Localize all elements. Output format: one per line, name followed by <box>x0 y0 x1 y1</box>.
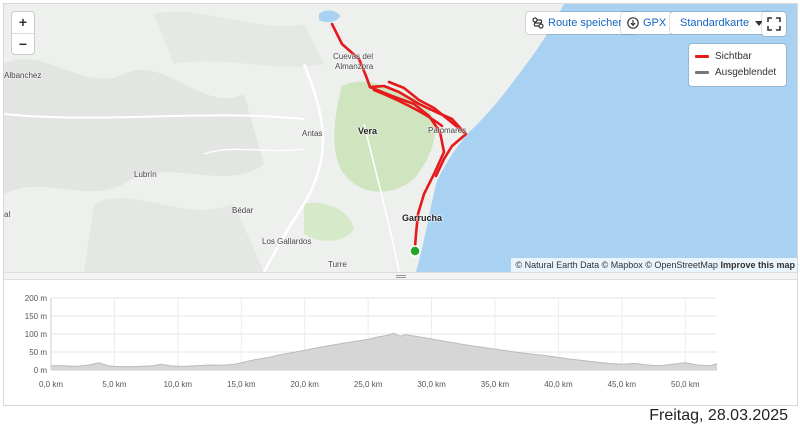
y-tick-label: 50 m <box>29 348 47 357</box>
fullscreen-button[interactable] <box>762 12 786 36</box>
legend-label-hidden: Ausgeblendet <box>715 66 777 78</box>
x-tick-label: 45,0 km <box>608 380 637 389</box>
route-viewer: Cuevas del Almanzora Vera Antas Palomare… <box>3 3 798 406</box>
x-tick-label: 40,0 km <box>544 380 573 389</box>
improve-map-link[interactable]: Improve this map <box>720 260 795 270</box>
map-view[interactable]: Cuevas del Almanzora Vera Antas Palomare… <box>4 4 797 272</box>
grip-icon <box>396 275 406 278</box>
x-axis: 0,0 km 5,0 km 10,0 km 15,0 km 20,0 km 25,0 km… <box>39 380 700 389</box>
place-label-edge: al <box>4 210 11 219</box>
download-icon <box>627 17 639 29</box>
place-label-albanchez: Albanchez <box>4 71 42 80</box>
x-tick-label: 35,0 km <box>481 380 510 389</box>
map-attribution: © Natural Earth Data © Mapbox © OpenStre… <box>511 258 797 272</box>
route-legend: Sichtbar Ausgeblendet <box>689 44 786 86</box>
legend-swatch-visible <box>695 54 709 58</box>
place-label-antas: Antas <box>302 129 323 138</box>
legend-swatch-hidden <box>695 70 709 74</box>
place-label-palomares: Palomares <box>428 126 467 135</box>
save-route-button[interactable]: Route speichern <box>526 12 636 34</box>
route-icon <box>532 17 544 29</box>
y-tick-label: 150 m <box>25 312 48 321</box>
legend-label-visible: Sichtbar <box>715 50 752 62</box>
map-style-select[interactable]: Standardkarte <box>670 12 774 34</box>
x-tick-label: 30,0 km <box>417 380 446 389</box>
legend-item-hidden[interactable]: Ausgeblendet <box>695 64 780 80</box>
chevron-down-icon <box>755 20 764 26</box>
place-label-almanzora: Almanzora <box>335 62 374 71</box>
x-tick-label: 10,0 km <box>164 380 193 389</box>
place-label-bedar: Bédar <box>232 206 254 215</box>
panel-resize-handle[interactable] <box>4 272 797 280</box>
map-canvas <box>4 4 797 272</box>
x-tick-label: 5,0 km <box>102 380 126 389</box>
save-route-label: Route speichern <box>548 17 629 29</box>
y-tick-label: 0 m <box>34 366 48 375</box>
place-label-vera: Vera <box>358 126 378 136</box>
place-label-cuevas: Cuevas del <box>333 52 374 61</box>
date-caption: Freitag, 28.03.2025 <box>649 407 788 424</box>
x-tick-label: 20,0 km <box>290 380 319 389</box>
x-tick-label: 25,0 km <box>354 380 383 389</box>
place-label-garrucha: Garrucha <box>402 213 443 223</box>
legend-item-visible[interactable]: Sichtbar <box>695 48 780 64</box>
place-label-turre: Turre <box>328 260 347 269</box>
x-tick-label: 15,0 km <box>227 380 256 389</box>
zoom-control: + − <box>12 12 34 54</box>
fullscreen-icon <box>767 17 781 31</box>
attribution-text: © Natural Earth Data © Mapbox © OpenStre… <box>515 260 718 270</box>
elevation-line <box>51 332 718 368</box>
y-axis: 0 m 50 m 100 m 150 m 200 m <box>25 294 48 375</box>
y-tick-label: 200 m <box>25 294 48 303</box>
elevation-area <box>51 333 717 370</box>
map-style-label: Standardkarte <box>680 17 750 29</box>
elevation-chart: 0 m 50 m 100 m 150 m 200 m 0,0 km 5,0 km 10,0 … <box>25 294 718 389</box>
gpx-label: GPX <box>643 17 667 29</box>
start-marker[interactable] <box>409 245 421 257</box>
place-label-los-gallardos: Los Gallardos <box>262 237 312 246</box>
zoom-out-button[interactable]: − <box>12 33 34 54</box>
y-tick-label: 100 m <box>25 330 48 339</box>
x-tick-label: 50,0 km <box>671 380 700 389</box>
zoom-in-button[interactable]: + <box>18 14 28 30</box>
x-tick-label: 0,0 km <box>39 380 63 389</box>
place-label-lubrin: Lubrín <box>134 170 157 179</box>
route-track <box>330 22 468 249</box>
gpx-download-button[interactable]: GPX <box>621 12 673 34</box>
